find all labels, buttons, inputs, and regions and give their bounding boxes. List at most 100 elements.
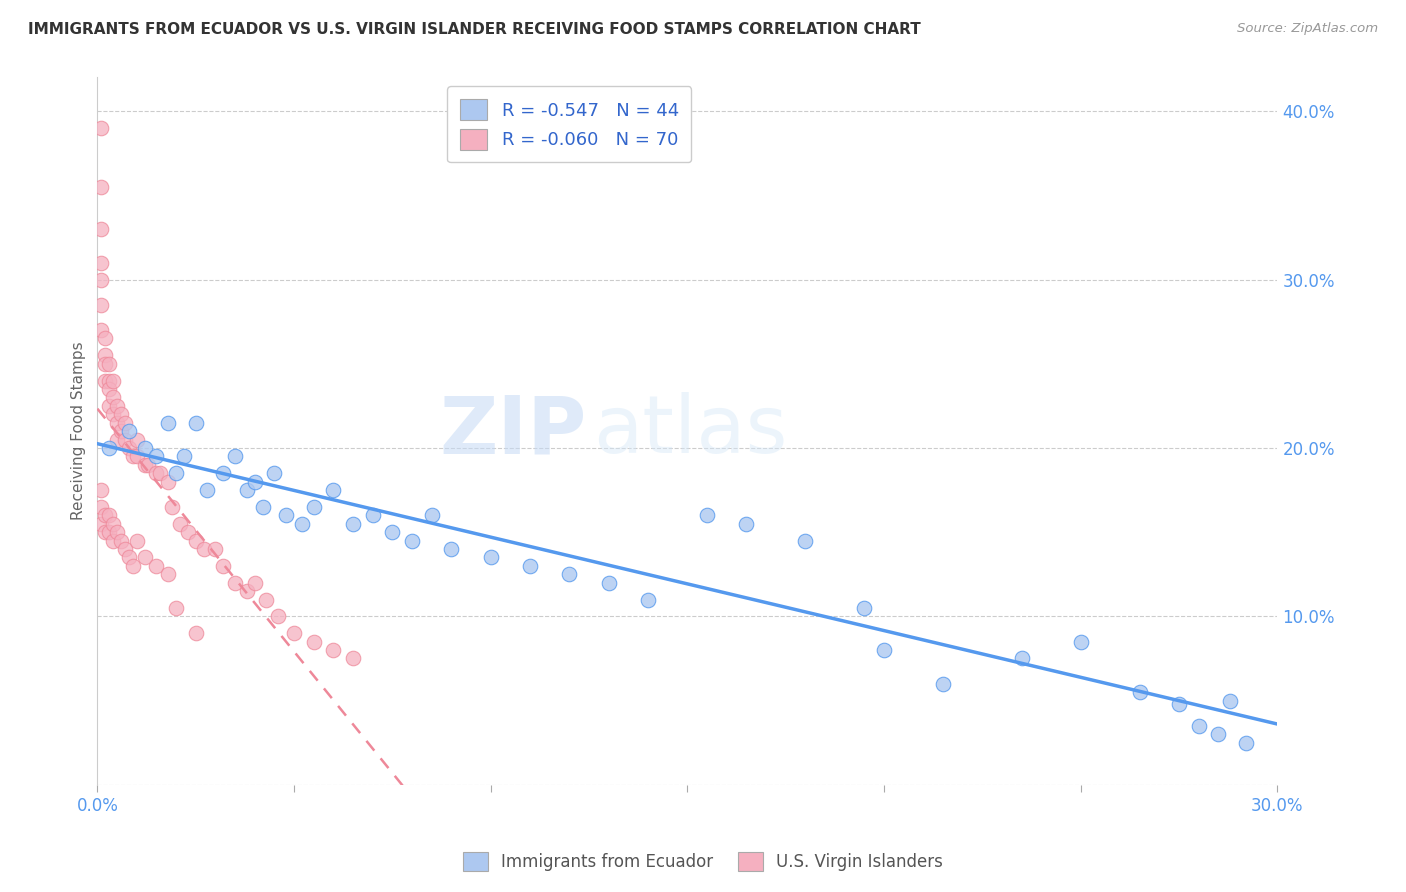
Point xyxy=(149,466,172,480)
Point xyxy=(90,298,112,312)
Point xyxy=(1129,685,1152,699)
Point xyxy=(1234,736,1257,750)
Point xyxy=(361,508,384,523)
Point xyxy=(243,475,266,489)
Point xyxy=(204,541,226,556)
Point xyxy=(932,676,955,690)
Point xyxy=(184,533,207,548)
Point xyxy=(90,222,112,236)
Point xyxy=(263,466,285,480)
Point xyxy=(98,357,121,371)
Point xyxy=(157,567,180,582)
Point xyxy=(125,533,148,548)
Point xyxy=(101,533,124,548)
Point xyxy=(138,458,160,472)
Point xyxy=(224,450,246,464)
Point xyxy=(401,533,423,548)
Text: ZIP: ZIP xyxy=(440,392,588,470)
Point xyxy=(134,550,156,565)
Point xyxy=(145,558,167,573)
Point xyxy=(105,399,128,413)
Point xyxy=(90,516,112,531)
Point xyxy=(118,550,141,565)
Point xyxy=(637,592,659,607)
Point xyxy=(1070,634,1092,648)
Point xyxy=(94,348,117,362)
Point xyxy=(90,483,112,497)
Point xyxy=(134,441,156,455)
Point xyxy=(236,483,259,497)
Point xyxy=(105,433,128,447)
Point xyxy=(558,567,581,582)
Point xyxy=(125,433,148,447)
Point xyxy=(98,441,121,455)
Point xyxy=(118,441,141,455)
Point xyxy=(1188,719,1211,733)
Point xyxy=(1219,693,1241,707)
Point xyxy=(169,516,191,531)
Point xyxy=(157,475,180,489)
Point xyxy=(598,575,620,590)
Point xyxy=(98,525,121,540)
Text: IMMIGRANTS FROM ECUADOR VS U.S. VIRGIN ISLANDER RECEIVING FOOD STAMPS CORRELATIO: IMMIGRANTS FROM ECUADOR VS U.S. VIRGIN I… xyxy=(28,22,921,37)
Point xyxy=(110,424,132,438)
Point xyxy=(519,558,541,573)
Point xyxy=(114,416,136,430)
Point xyxy=(440,541,463,556)
Point xyxy=(283,626,305,640)
Point xyxy=(267,609,290,624)
Point xyxy=(342,516,364,531)
Point xyxy=(184,416,207,430)
Point xyxy=(342,651,364,665)
Point xyxy=(243,575,266,590)
Point xyxy=(145,466,167,480)
Point xyxy=(90,120,112,135)
Point xyxy=(94,374,117,388)
Text: atlas: atlas xyxy=(593,392,787,470)
Point xyxy=(125,450,148,464)
Point xyxy=(853,601,876,615)
Point xyxy=(134,458,156,472)
Point xyxy=(121,558,143,573)
Point xyxy=(118,424,141,438)
Point xyxy=(101,391,124,405)
Point xyxy=(101,407,124,421)
Point xyxy=(101,374,124,388)
Text: Source: ZipAtlas.com: Source: ZipAtlas.com xyxy=(1237,22,1378,36)
Point xyxy=(1208,727,1230,741)
Point xyxy=(381,525,404,540)
Point xyxy=(256,592,278,607)
Point xyxy=(302,500,325,514)
Point xyxy=(105,525,128,540)
Point xyxy=(1168,697,1191,711)
Point xyxy=(236,584,259,599)
Point xyxy=(794,533,817,548)
Point xyxy=(276,508,298,523)
Point xyxy=(160,500,183,514)
Point xyxy=(322,643,344,657)
Point xyxy=(90,500,112,514)
Point xyxy=(165,601,187,615)
Point xyxy=(184,626,207,640)
Point xyxy=(98,508,121,523)
Point xyxy=(420,508,443,523)
Point xyxy=(110,407,132,421)
Point xyxy=(1011,651,1033,665)
Point xyxy=(696,508,718,523)
Point xyxy=(212,466,235,480)
Point xyxy=(165,466,187,480)
Point xyxy=(90,255,112,269)
Point xyxy=(110,533,132,548)
Point xyxy=(114,541,136,556)
Point xyxy=(98,374,121,388)
Point xyxy=(94,508,117,523)
Legend: R = -0.547   N = 44, R = -0.060   N = 70: R = -0.547 N = 44, R = -0.060 N = 70 xyxy=(447,87,692,162)
Point xyxy=(101,516,124,531)
Point xyxy=(94,357,117,371)
Point xyxy=(224,575,246,590)
Point xyxy=(252,500,274,514)
Point xyxy=(98,382,121,396)
Legend: Immigrants from Ecuador, U.S. Virgin Islanders: Immigrants from Ecuador, U.S. Virgin Isl… xyxy=(454,843,952,880)
Point xyxy=(157,416,180,430)
Point xyxy=(302,634,325,648)
